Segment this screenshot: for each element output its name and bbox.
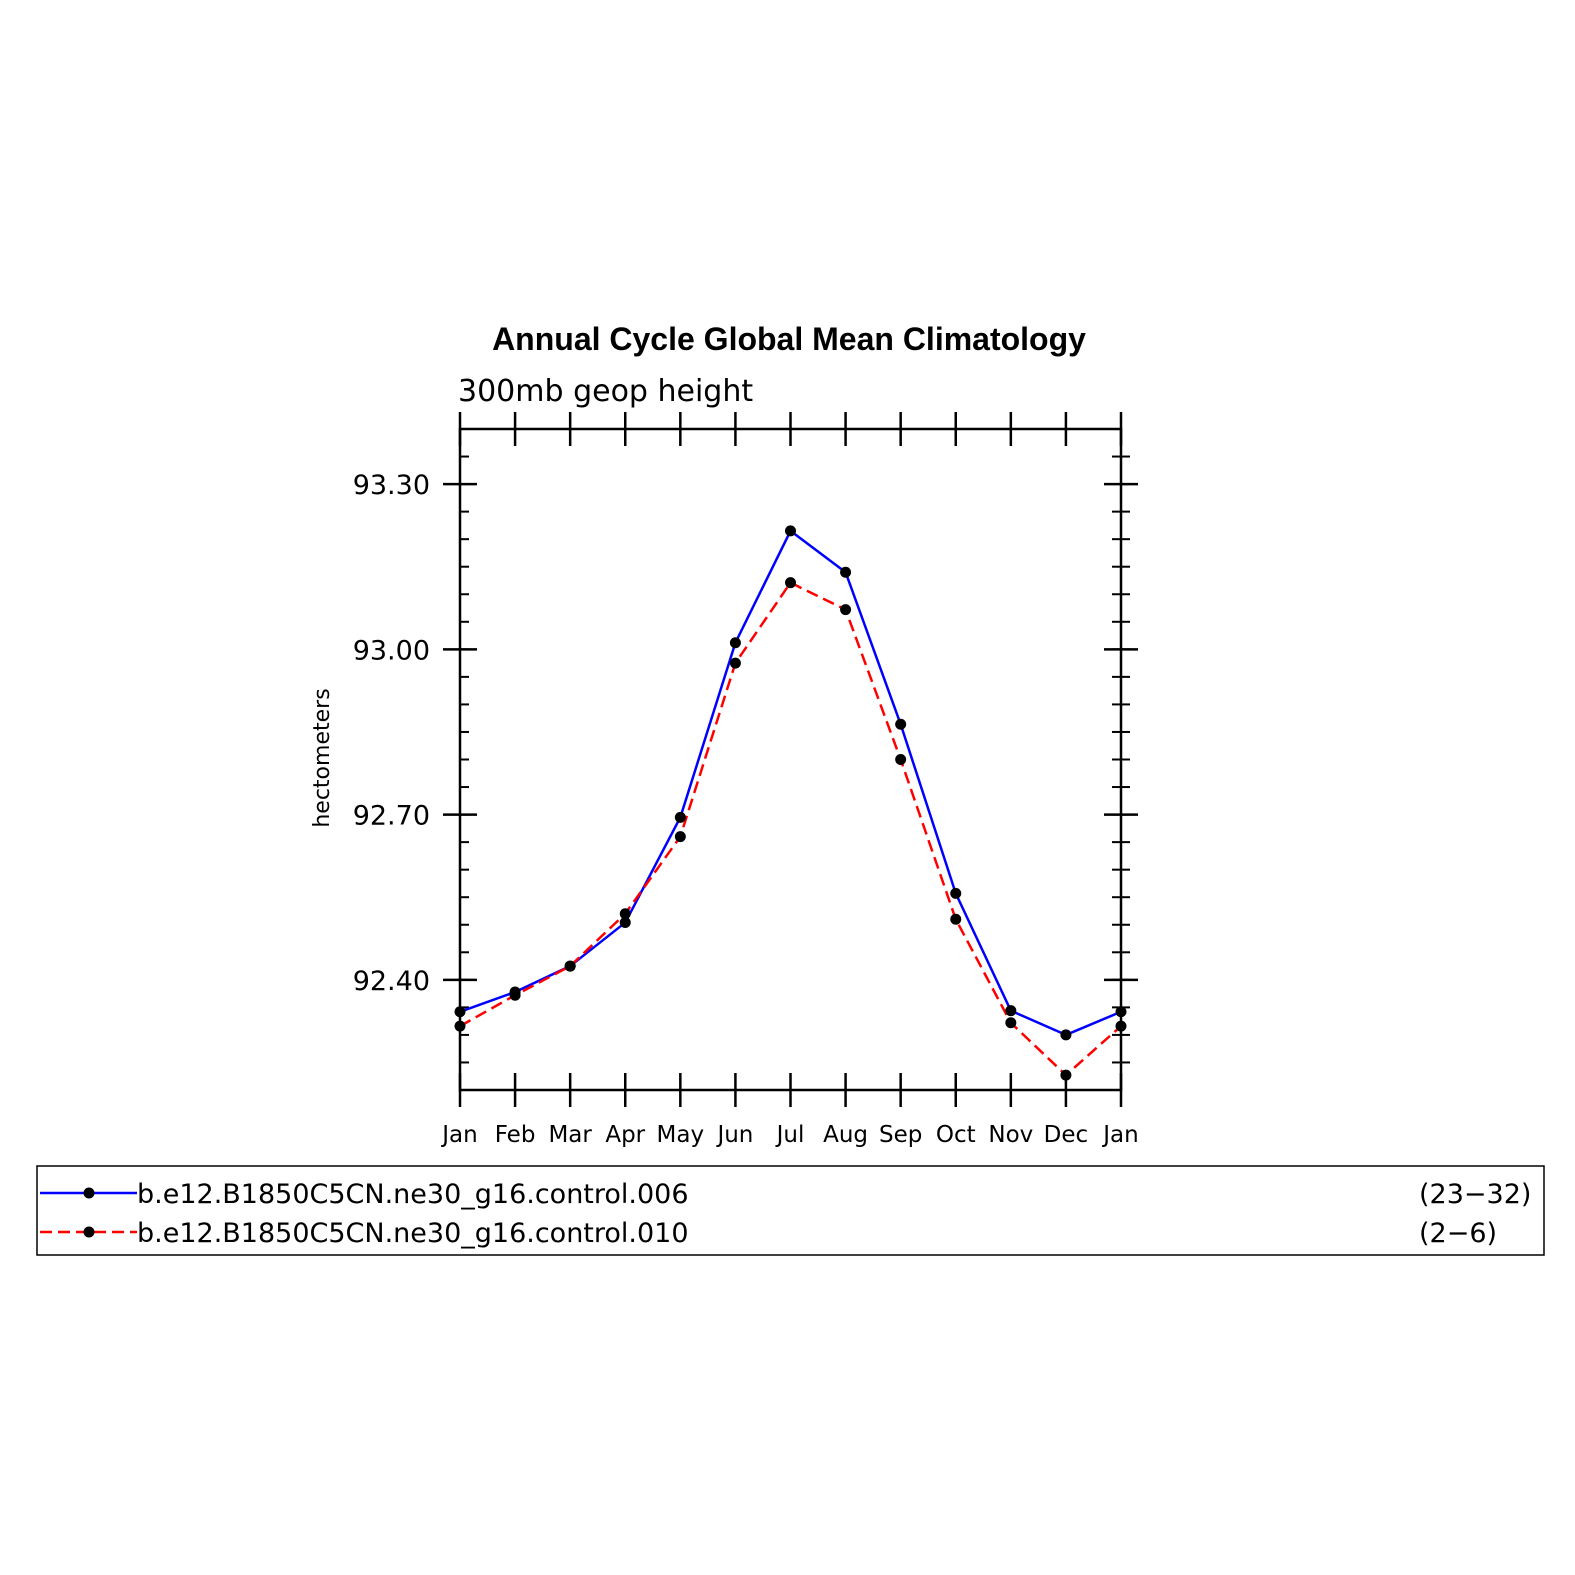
series-line-2 <box>459 581 1122 1077</box>
x-tick-label: Sep <box>879 1122 922 1148</box>
legend-label-1: b.e12.B1850C5CN.ne30_g16.control.006 <box>137 1179 689 1210</box>
data-point-series-2 <box>895 754 907 765</box>
x-tick-label: Nov <box>988 1122 1033 1148</box>
x-tick-label: Aug <box>823 1122 868 1148</box>
data-point-series-1 <box>895 718 907 730</box>
y-tick-label: 93.30 <box>353 470 430 501</box>
data-point-series-2 <box>674 831 686 843</box>
data-point-series-1 <box>1005 1005 1017 1017</box>
data-point-series-1 <box>1060 1029 1072 1041</box>
legend-years-2: (2−6) <box>1419 1218 1497 1249</box>
data-point-series-1 <box>619 917 631 929</box>
legend-label-2: b.e12.B1850C5CN.ne30_g16.control.010 <box>137 1218 689 1249</box>
y-tick-label: 93.00 <box>353 635 430 666</box>
x-tick-label: Jun <box>715 1122 753 1148</box>
data-point-series-2 <box>729 657 741 669</box>
data-point-series-2 <box>564 960 576 972</box>
chart-title: Annual Cycle Global Mean Climatology <box>492 321 1086 357</box>
data-point-series-2 <box>840 604 852 616</box>
legend-marker-1 <box>83 1187 95 1199</box>
legend-marker-2 <box>83 1226 95 1238</box>
data-point-series-2 <box>509 989 521 1001</box>
x-tick-label: Feb <box>495 1122 536 1148</box>
x-tick-label: Mar <box>548 1122 592 1148</box>
x-tick-label: Jan <box>1101 1122 1138 1148</box>
data-point-series-2 <box>619 908 631 920</box>
data-point-series-1 <box>674 811 686 823</box>
data-point-series-1 <box>785 525 796 537</box>
legend: b.e12.B1850C5CN.ne30_g16.control.006 (23−… <box>36 1165 1545 1256</box>
data-point-series-1 <box>454 1006 466 1018</box>
data-point-series-1 <box>729 637 741 649</box>
x-tick-label: Jul <box>775 1122 805 1148</box>
series-layer <box>454 525 1127 1081</box>
data-point-series-1 <box>950 887 962 899</box>
data-point-series-2 <box>950 913 962 925</box>
y-axis-label: hectometers <box>310 688 335 827</box>
y-tick-label: 92.40 <box>353 966 430 997</box>
x-tick-label: Apr <box>605 1122 645 1148</box>
legend-years-1: (23−32) <box>1419 1179 1531 1210</box>
legend-box <box>36 1165 1545 1256</box>
data-point-series-2 <box>785 577 796 589</box>
x-tick-label: Oct <box>936 1122 976 1148</box>
data-point-series-2 <box>1005 1017 1017 1029</box>
x-tick-label: May <box>657 1122 705 1148</box>
data-point-series-2 <box>1115 1020 1127 1032</box>
chart-subtitle: 300mb geop height <box>458 374 753 409</box>
y-tick-label: 92.70 <box>353 801 430 832</box>
data-point-series-2 <box>1060 1069 1072 1081</box>
data-point-series-1 <box>1115 1006 1127 1018</box>
data-point-series-2 <box>454 1020 466 1032</box>
x-tick-label: Jan <box>440 1122 477 1148</box>
series-line-1 <box>459 529 1122 1037</box>
data-point-series-1 <box>840 566 852 578</box>
x-tick-label: Dec <box>1044 1122 1089 1148</box>
axes: Jan Feb Mar Apr May Jun Jul Aug Sep Oct Nov Dec Jan 9… <box>353 412 1139 1148</box>
